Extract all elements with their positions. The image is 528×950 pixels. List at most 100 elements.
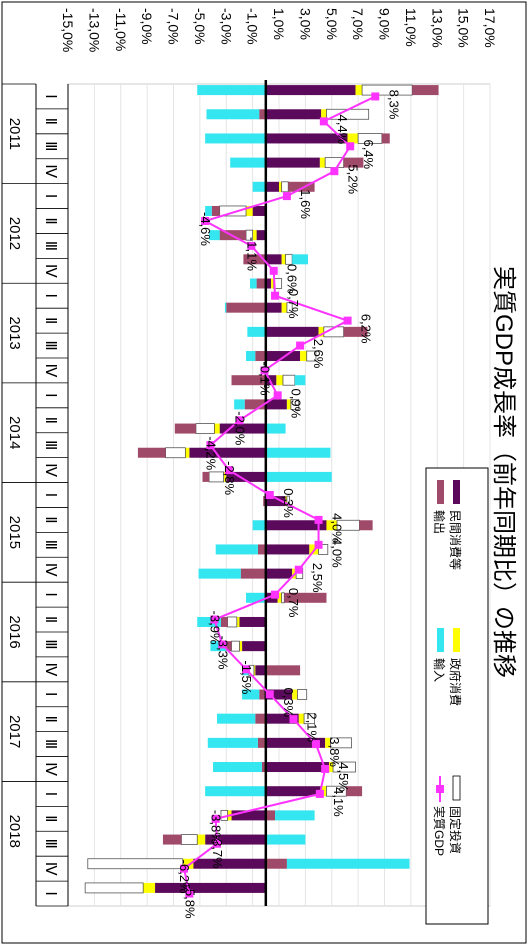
bar-government <box>185 447 190 458</box>
year-label: 2012 <box>6 217 23 250</box>
bar-imports <box>213 762 262 773</box>
bar-private <box>242 641 266 652</box>
gdp-data-label: 2,5% <box>310 563 325 593</box>
quarter-label: Ⅰ <box>42 393 59 397</box>
bar-exports <box>381 133 390 144</box>
bar-government <box>252 230 257 241</box>
bar-government <box>298 713 305 724</box>
gdp-data-label: -3,8% <box>209 810 224 844</box>
value-tick-label: 5,0% <box>324 8 340 40</box>
bar-imports <box>230 157 266 168</box>
bar-exports <box>231 375 266 386</box>
bar-imports <box>265 423 286 434</box>
bar-imports <box>205 205 212 216</box>
bar-private <box>193 858 266 869</box>
bar-government <box>281 254 286 265</box>
quarter-label: Ⅳ <box>42 264 59 278</box>
gdp-data-label: 4,0% <box>330 513 345 543</box>
value-tick-label: -11,0% <box>113 8 129 51</box>
year-label: 2015 <box>6 516 23 549</box>
bar-government <box>321 109 327 120</box>
gdp-marker <box>343 316 352 325</box>
bar-imports <box>205 786 266 797</box>
quarter-label: Ⅰ <box>42 891 59 895</box>
bar-exports <box>226 641 232 652</box>
quarter-label: Ⅱ <box>42 217 59 224</box>
gdp-marker <box>296 341 305 350</box>
gdp-marker <box>265 690 274 699</box>
quarter-label: Ⅱ <box>42 616 59 623</box>
gdp-marker <box>271 291 280 300</box>
gdp-data-label: 1,6% <box>298 189 313 219</box>
bar-private <box>265 351 301 362</box>
bar-investment <box>306 350 317 362</box>
bar-private <box>255 665 266 676</box>
quarter-label: Ⅰ <box>42 592 59 596</box>
bar-exports <box>240 568 266 579</box>
bar-exports <box>259 109 266 120</box>
bar-private <box>265 399 287 410</box>
bar-private <box>265 109 322 120</box>
legend-label-gdp: 実質GDP <box>432 806 447 856</box>
quarter-label: Ⅰ <box>42 792 59 796</box>
bar-exports <box>256 278 266 289</box>
bar-exports <box>220 616 228 627</box>
quarter-label: Ⅳ <box>42 563 59 577</box>
year-label: 2011 <box>6 118 23 150</box>
value-tick-label: 11,0% <box>403 8 419 47</box>
quarter-label: Ⅲ <box>42 340 59 350</box>
gdp-data-label: 0,7% <box>286 289 301 319</box>
quarter-label: Ⅰ <box>42 194 59 198</box>
bar-investment <box>282 374 296 386</box>
quarter-label: Ⅲ <box>42 540 59 550</box>
gdp-marker <box>235 416 244 425</box>
quarter-label: Ⅳ <box>42 463 59 477</box>
bar-investment <box>281 181 289 193</box>
bar-imports <box>286 858 410 869</box>
bar-exports <box>343 326 368 337</box>
bar-private <box>265 689 293 700</box>
bar-private <box>265 786 322 797</box>
quarter-label: Ⅰ <box>42 294 59 298</box>
bar-government <box>253 665 256 676</box>
bar-exports <box>288 181 315 192</box>
gdp-data-label: 2,6% <box>311 339 326 369</box>
bar-imports <box>207 737 258 748</box>
value-tick-label: 3,0% <box>297 8 313 40</box>
bar-imports <box>205 133 266 144</box>
gdp-data-label: 5,2% <box>345 164 360 194</box>
gdp-marker <box>294 565 303 574</box>
legend-swatch-exports <box>437 480 444 504</box>
quarter-label: Ⅱ <box>42 815 59 822</box>
value-tick-label: -15,0% <box>60 8 76 52</box>
gdp-marker <box>211 814 220 823</box>
year-label: 2014 <box>6 416 23 449</box>
bar-investment <box>208 471 225 483</box>
bar-private <box>219 423 266 434</box>
bar-investment <box>84 882 144 894</box>
quarter-label: Ⅰ <box>42 94 59 98</box>
gdp-data-label: 4,5% <box>336 762 351 792</box>
bar-exports <box>202 471 210 482</box>
bar-investment <box>297 689 308 700</box>
bar-imports <box>246 592 266 603</box>
gdp-data-label: -3,3% <box>215 635 230 669</box>
year-label: 2013 <box>6 316 23 349</box>
value-tick-label: -1,0% <box>245 8 261 45</box>
gdp-data-label: 4,1% <box>331 787 346 817</box>
bar-private <box>265 544 310 555</box>
bar-government <box>271 278 274 289</box>
gdp-marker <box>271 590 280 599</box>
bar-imports <box>294 375 306 386</box>
bar-private <box>265 713 299 724</box>
bar-imports <box>249 278 257 289</box>
gdp-data-label: 6,2% <box>359 314 374 344</box>
bar-exports <box>174 423 196 434</box>
value-tick-label: -5,0% <box>192 8 208 45</box>
gdp-marker <box>273 391 282 400</box>
value-tick-label: -7,0% <box>166 8 182 45</box>
bar-government <box>277 592 282 603</box>
bar-private <box>155 882 266 893</box>
bar-investment <box>231 640 240 652</box>
